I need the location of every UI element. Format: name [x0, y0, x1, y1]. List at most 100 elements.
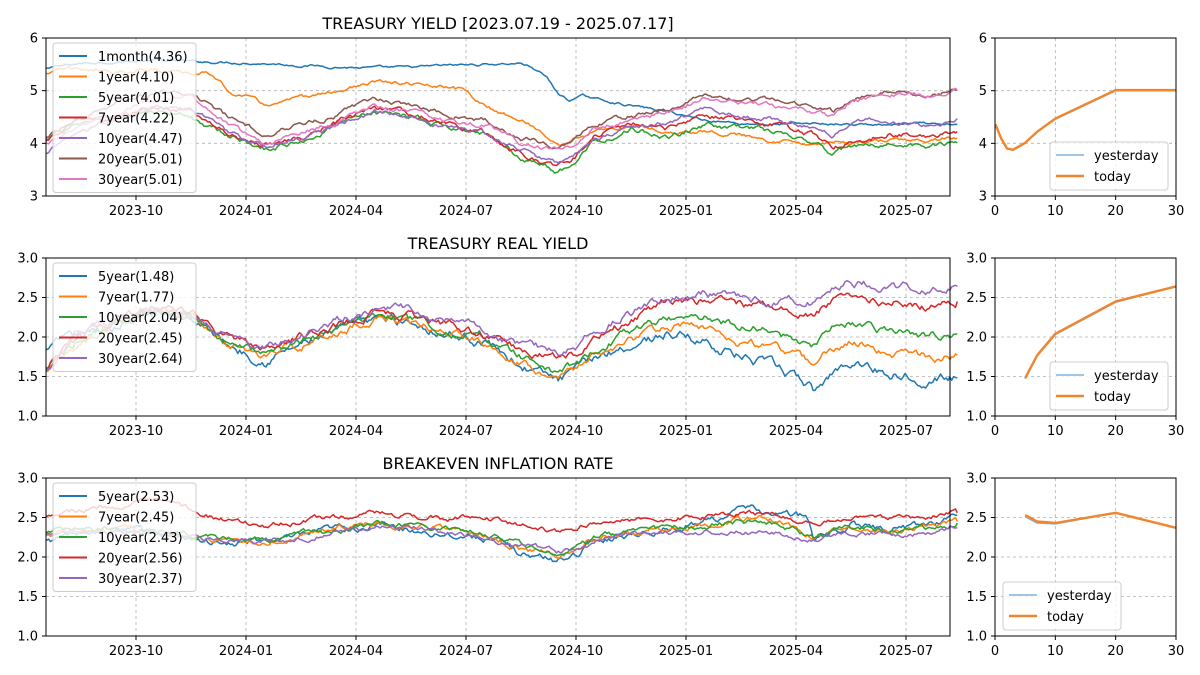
x-tick-label: 2024-01: [219, 644, 273, 659]
x-tick-label: 20: [1107, 424, 1124, 439]
x-tick-label: 2024-10: [549, 424, 603, 439]
x-tick-label: 2025-07: [879, 644, 933, 659]
breakeven-legend: 5year(2.53) 7year(2.45) 10year(2.43) 20year…: [52, 482, 197, 592]
y-tick-label: 6: [30, 32, 38, 47]
x-tick-label: 30: [1168, 204, 1185, 219]
nominal-chart-title: TREASURY YIELD [2023.07.19 - 2025.07.17]: [321, 14, 673, 33]
curve-line-today: [1024, 511, 1177, 529]
real-chart-panel: 1.0 1.5 2.0 2.5 3.0 2023-10 2024-01 2024-04 2024…: [0, 252, 959, 439]
legend-label: 10year(2.43): [98, 531, 183, 546]
x-tick-label: 2025-07: [879, 424, 933, 439]
x-tick-label: 2025-01: [659, 424, 713, 439]
y-tick-label: 4: [979, 137, 987, 152]
breakeven-chart-title: BREAKEVEN INFLATION RATE: [383, 454, 614, 473]
x-tick-label: 30: [1168, 424, 1185, 439]
nominal_curve-chart-panel: 3 4 5 6 0 10 20 30 yesterday today: [979, 32, 1185, 220]
legend-label: 20year(5.01): [98, 153, 183, 168]
curve-line-yesterday: [994, 89, 1176, 151]
breakeven_curve-legend: yesterday today: [1002, 581, 1122, 631]
breakeven_curve-chart-panel: 1.0 1.5 2.0 2.5 3.0 0 10 20 30 yesterday today: [966, 472, 1184, 660]
legend-box: [1002, 581, 1122, 631]
legend-label: yesterday: [1094, 149, 1159, 164]
y-tick-label: 2.5: [17, 291, 38, 306]
curve-line-today: [994, 88, 1176, 151]
legend-label: 10year(2.04): [98, 311, 183, 326]
x-tick-label: 2023-10: [109, 204, 163, 219]
legend-label: 5year(1.48): [98, 270, 174, 285]
y-tick-label: 1.5: [17, 590, 38, 605]
legend-label: 7year(1.77): [98, 291, 174, 306]
legend-label: 5year(4.01): [98, 91, 174, 106]
legend-box: [52, 42, 197, 193]
real-chart-title: TREASURY REAL YIELD: [407, 234, 589, 253]
real_curve-legend: yesterday today: [1049, 361, 1169, 411]
legend-label: 1year(4.10): [98, 71, 174, 86]
x-tick-label: 0: [991, 204, 999, 219]
x-tick-label: 10: [1047, 644, 1064, 659]
x-tick-label: 2025-01: [659, 204, 713, 219]
y-tick-label: 2.0: [966, 331, 987, 346]
x-tick-label: 2024-04: [329, 204, 383, 219]
y-tick-label: 2.5: [17, 511, 38, 526]
legend-label: 20year(2.56): [98, 552, 183, 567]
x-tick-label: 2024-01: [219, 204, 273, 219]
y-tick-label: 5: [30, 84, 38, 99]
y-tick-label: 2.5: [966, 291, 987, 306]
x-tick-label: 2024-07: [439, 644, 493, 659]
y-tick-label: 6: [979, 32, 987, 47]
legend-label: 30year(2.64): [98, 352, 183, 367]
y-tick-label: 1.5: [966, 370, 987, 385]
x-tick-label: 2024-07: [439, 424, 493, 439]
y-tick-label: 1.5: [966, 590, 987, 605]
legend-label: 7year(2.45): [98, 511, 174, 526]
x-tick-label: 2025-07: [879, 204, 933, 219]
legend-label: 7year(4.22): [98, 112, 174, 127]
x-tick-label: 2024-10: [549, 204, 603, 219]
plot-mask: [0, 256, 46, 418]
legend-label: 30year(2.37): [98, 572, 183, 587]
y-tick-label: 3: [30, 190, 38, 205]
x-tick-label: 20: [1107, 644, 1124, 659]
x-tick-label: 2024-04: [329, 644, 383, 659]
legend-label: 5year(2.53): [98, 490, 174, 505]
y-tick-label: 3.0: [17, 252, 38, 267]
x-tick-label: 2025-04: [769, 424, 823, 439]
nominal_curve-legend: yesterday today: [1049, 141, 1169, 191]
x-tick-label: 2023-10: [109, 644, 163, 659]
x-tick-label: 10: [1047, 204, 1064, 219]
legend-label: yesterday: [1094, 369, 1159, 384]
y-tick-label: 1.0: [17, 410, 38, 425]
legend-label: today: [1047, 610, 1084, 625]
legend-label: today: [1094, 170, 1131, 185]
x-tick-label: 2024-04: [329, 424, 383, 439]
legend-label: 20year(2.45): [98, 332, 183, 347]
x-tick-label: 2024-07: [439, 204, 493, 219]
x-tick-label: 2024-10: [549, 644, 603, 659]
legend-box: [52, 262, 197, 372]
x-tick-label: 0: [991, 644, 999, 659]
y-tick-label: 3: [979, 190, 987, 205]
legend-box: [1049, 361, 1169, 411]
y-tick-label: 3.0: [966, 252, 987, 267]
y-tick-label: 2.5: [966, 511, 987, 526]
breakeven-chart-panel: 1.0 1.5 2.0 2.5 3.0 2023-10 2024-01 2024-04 2024…: [0, 472, 958, 659]
x-tick-label: 20: [1107, 204, 1124, 219]
curve-line-today: [1024, 285, 1177, 379]
legend-box: [52, 482, 197, 592]
legend-label: 1month(4.36): [98, 50, 188, 65]
x-tick-label: 2025-01: [659, 644, 713, 659]
x-tick-label: 10: [1047, 424, 1064, 439]
y-tick-label: 1.0: [966, 410, 987, 425]
y-tick-label: 1.0: [966, 630, 987, 645]
legend-label: yesterday: [1047, 589, 1112, 604]
y-tick-label: 4: [30, 137, 38, 152]
y-tick-label: 2.0: [17, 551, 38, 566]
x-tick-label: 2025-04: [769, 204, 823, 219]
y-tick-label: 2.0: [17, 331, 38, 346]
real-legend: 5year(1.48) 7year(1.77) 10year(2.04) 20year…: [52, 262, 197, 372]
x-tick-label: 0: [991, 424, 999, 439]
legend-label: 30year(5.01): [98, 173, 183, 188]
y-tick-label: 1.5: [17, 370, 38, 385]
y-tick-label: 1.0: [17, 630, 38, 645]
legend-box: [1049, 141, 1169, 191]
